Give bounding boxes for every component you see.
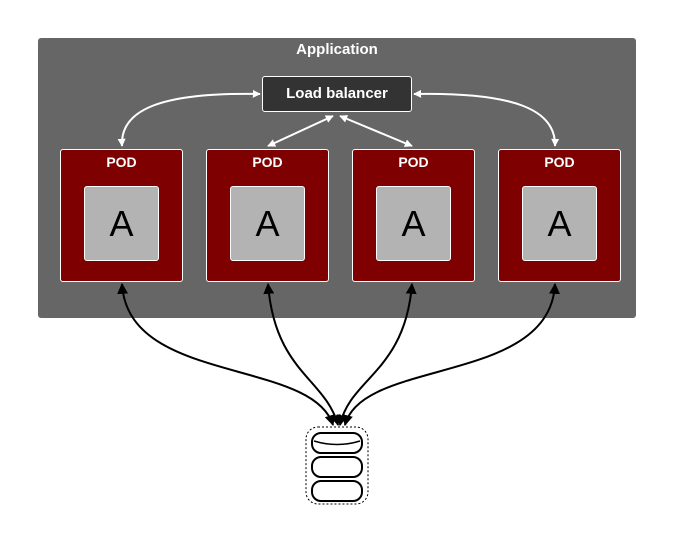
pod-title: POD — [252, 154, 283, 170]
app-instance: A — [84, 186, 159, 261]
database-icon — [305, 426, 369, 505]
pod-3: POD A — [352, 149, 475, 282]
app-instance: A — [376, 186, 451, 261]
load-balancer-node: Load balancer — [262, 76, 412, 112]
pod-1: POD A — [60, 149, 183, 282]
app-instance: A — [522, 186, 597, 261]
pod-4: POD A — [498, 149, 621, 282]
application-title: Application — [296, 41, 378, 58]
pod-title: POD — [106, 154, 137, 170]
pod-title: POD — [544, 154, 575, 170]
pod-2: POD A — [206, 149, 329, 282]
app-instance: A — [230, 186, 305, 261]
pod-title: POD — [398, 154, 429, 170]
